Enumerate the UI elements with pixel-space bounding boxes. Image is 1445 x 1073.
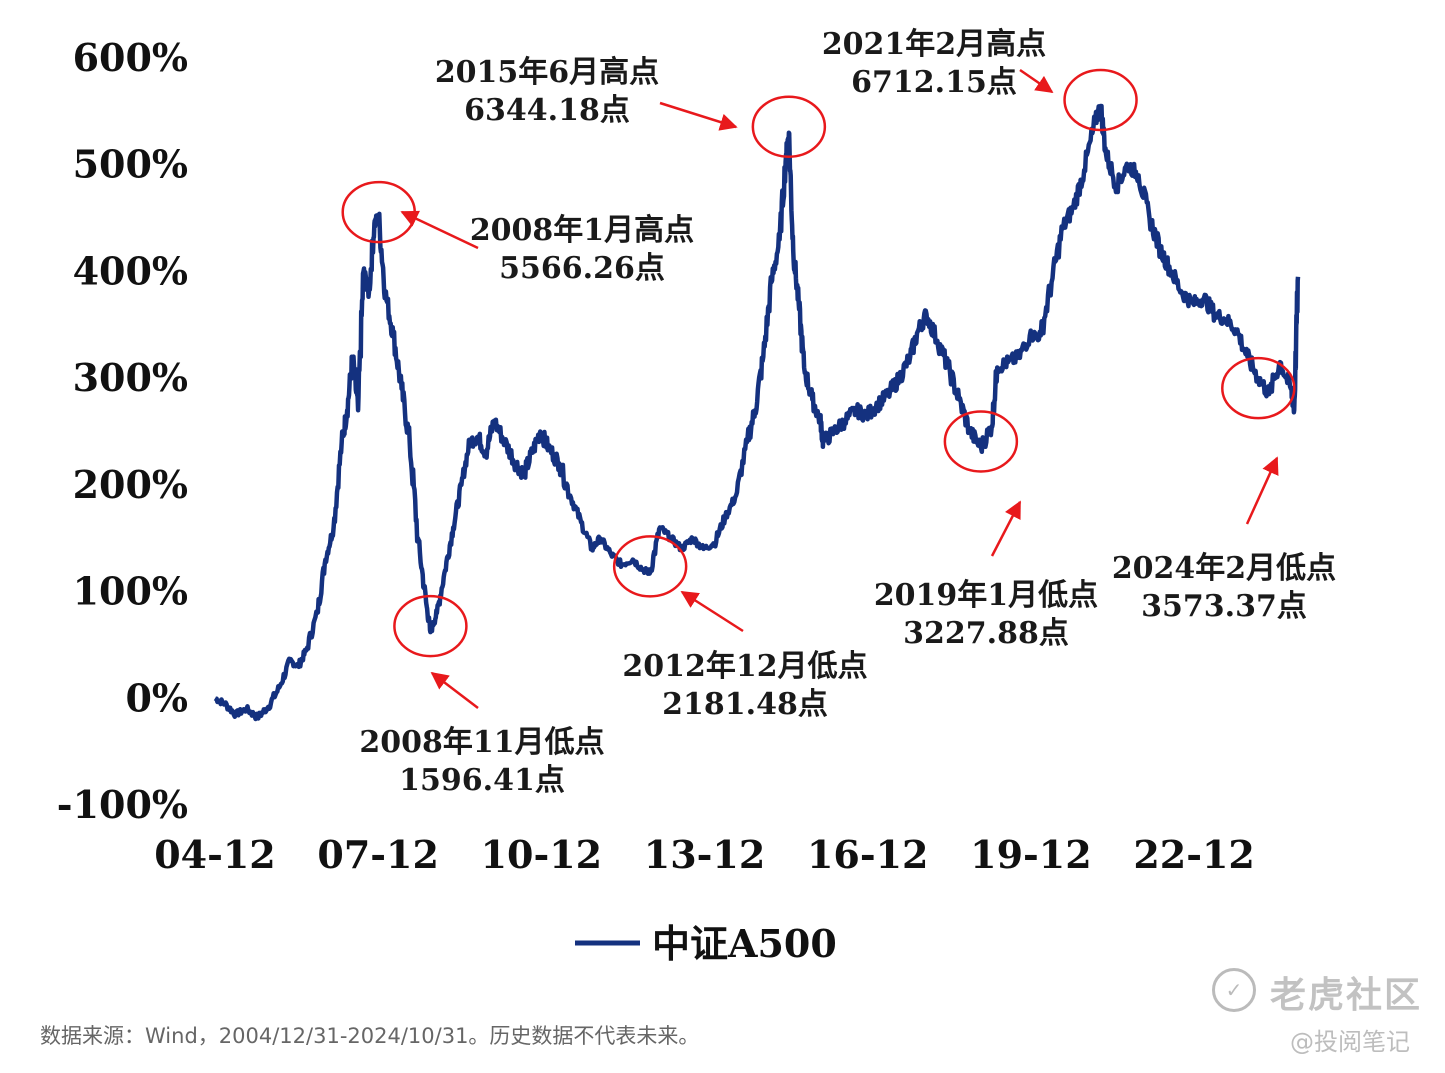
annotation-circle: [751, 95, 827, 158]
annotation-value: 5566.26点: [499, 251, 665, 286]
y-tick-label: 300%: [73, 355, 188, 400]
annotation-circle: [1063, 68, 1138, 132]
annotation-arrow: [659, 101, 738, 131]
annotation-title: 2015年6月高点: [435, 55, 659, 90]
annotation-arrow: [990, 500, 1022, 557]
annotation-arrow: [1019, 68, 1054, 94]
y-tick-label: 500%: [73, 142, 188, 187]
y-tick-label: 200%: [73, 462, 188, 507]
annotation-arrow: [430, 671, 479, 709]
annotation-value: 2181.48点: [662, 687, 828, 722]
legend: 中证A500: [575, 921, 837, 966]
annotation-circle: [1221, 356, 1296, 420]
annotation-title: 2021年2月高点: [822, 27, 1046, 62]
legend-label: 中证A500: [652, 921, 837, 966]
annotation-circle: [612, 535, 688, 598]
annotation-arrow: [1245, 456, 1279, 525]
y-tick-label: 600%: [73, 35, 188, 80]
y-tick-label: -100%: [57, 782, 188, 827]
y-axis: 600% 500% 400% 300% 200% 100% 0% -100%: [57, 35, 188, 827]
y-tick-label: 0%: [125, 675, 188, 720]
annotation-title: 2024年2月低点: [1112, 551, 1336, 586]
annotation-title: 2012年12月低点: [622, 649, 867, 684]
x-tick-label: 13-12: [644, 832, 766, 877]
x-tick-label: 10-12: [481, 832, 603, 877]
annotation-value: 1596.41点: [399, 763, 565, 798]
annotation-circle: [943, 410, 1019, 473]
source-note: 数据来源：Wind，2004/12/31-2024/10/31。历史数据不代表未…: [40, 1024, 700, 1048]
plot-area: [213, 103, 1301, 722]
annotation-value: 6344.18点: [464, 93, 630, 128]
annotation-title: 2019年1月低点: [874, 578, 1098, 613]
annotation-value: 3227.88点: [903, 616, 1069, 651]
x-tick-label: 16-12: [807, 832, 929, 877]
watermark-brand: 老虎社区: [1270, 975, 1423, 1016]
annotation-title: 2008年11月低点: [359, 725, 604, 760]
annotation-circle: [393, 594, 468, 658]
watermark-handle: @投阅笔记: [1290, 1028, 1410, 1056]
series-line: [213, 103, 1301, 722]
y-tick-label: 400%: [73, 248, 188, 293]
x-tick-label: 22-12: [1133, 832, 1255, 877]
x-tick-label: 04-12: [154, 832, 276, 877]
annotation-arrow: [680, 590, 744, 633]
tiger-logo-icon: ✓: [1212, 968, 1256, 1012]
y-tick-label: 100%: [73, 569, 188, 614]
annotation-value: 3573.37点: [1141, 589, 1307, 624]
x-axis: 04-12 07-12 10-12 13-12 16-12 19-12 22-12: [154, 832, 1255, 877]
annotation-title: 2008年1月高点: [470, 213, 694, 248]
annotation-arrow: [400, 210, 479, 250]
x-tick-label: 19-12: [970, 832, 1092, 877]
annotation-value: 6712.15点: [851, 65, 1017, 100]
x-tick-label: 07-12: [317, 832, 439, 877]
